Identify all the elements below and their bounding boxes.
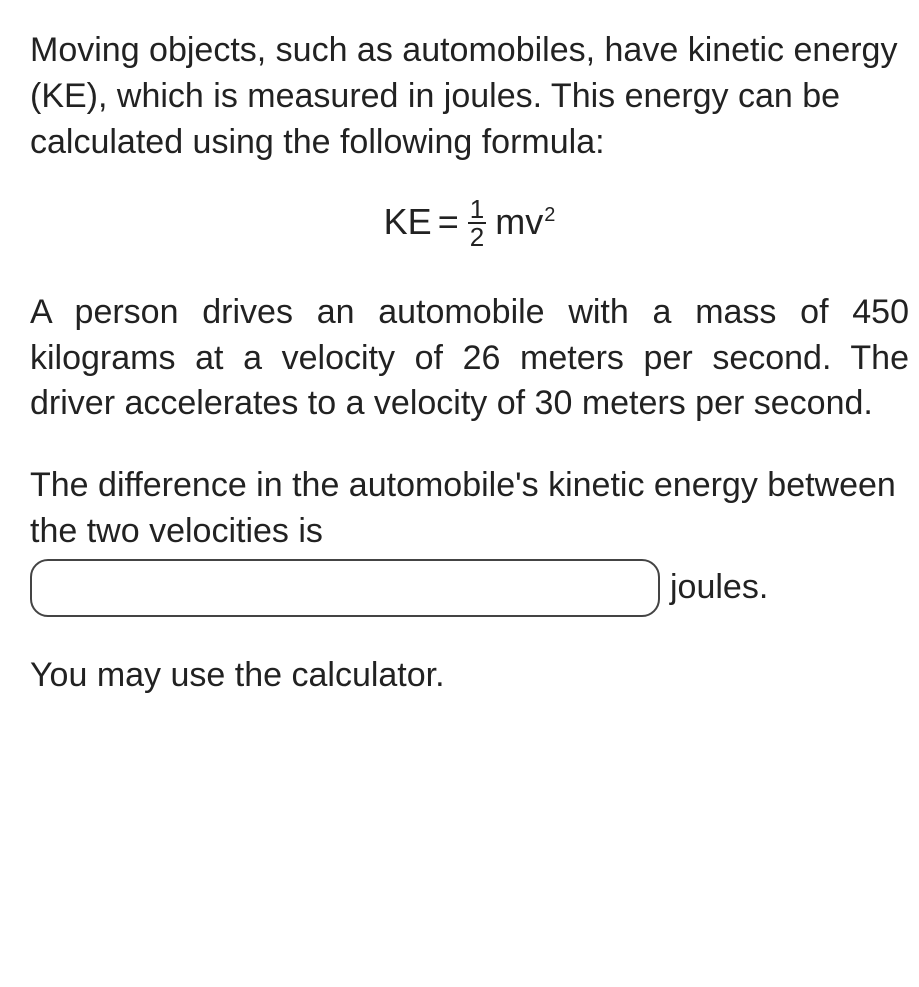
formula-numerator: 1 <box>468 196 486 222</box>
formula-mv-text: mv <box>495 201 543 242</box>
question-lead: The difference in the automobile's kinet… <box>30 466 896 550</box>
intro-paragraph: Moving objects, such as automobiles, hav… <box>30 28 909 166</box>
answer-input[interactable] <box>30 559 660 617</box>
calculator-note: You may use the calculator. <box>30 653 909 699</box>
formula-exponent: 2 <box>544 204 555 226</box>
formula-block: KE = 1 2 mv2 <box>30 196 909 250</box>
question-block: The difference in the automobile's kinet… <box>30 463 909 617</box>
units-suffix: joules. <box>670 565 768 611</box>
formula-equals: = <box>438 198 459 247</box>
formula-expression: KE = 1 2 mv2 <box>384 196 556 250</box>
formula-denominator: 2 <box>468 222 486 250</box>
scenario-paragraph: A person drives an automobile with a mas… <box>30 290 909 428</box>
formula-lhs: KE <box>384 198 432 247</box>
formula-fraction: 1 2 <box>468 196 486 250</box>
formula-mv: mv2 <box>495 198 555 247</box>
